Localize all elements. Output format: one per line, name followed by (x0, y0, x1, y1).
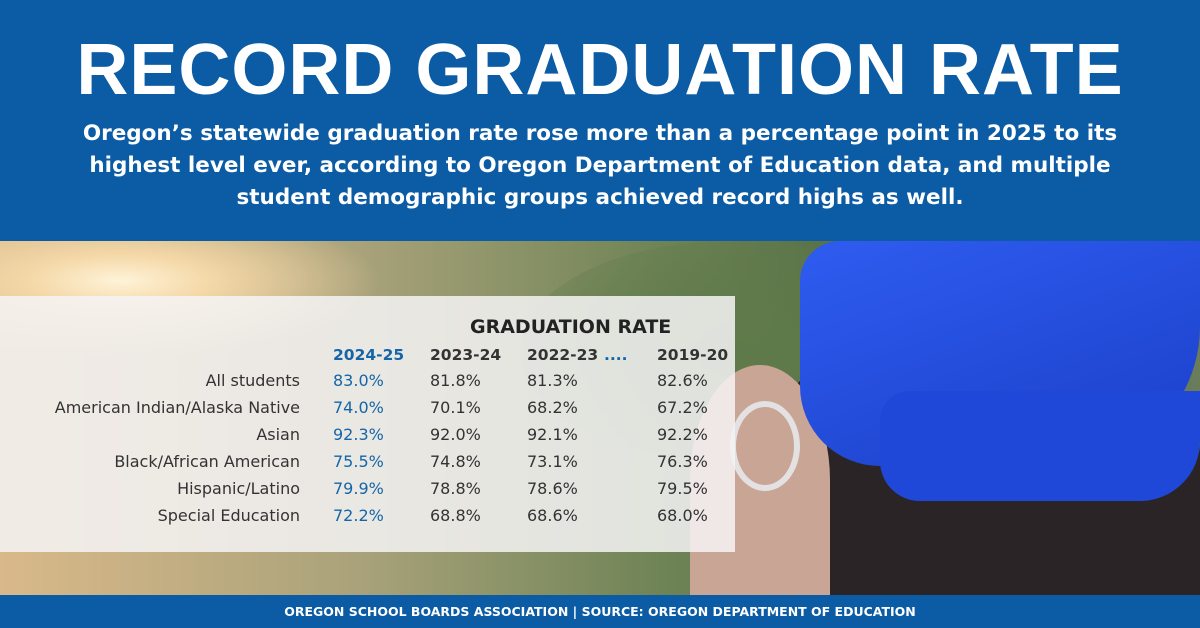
column-header: 2022-23 (527, 346, 599, 364)
table-cell: 68.2% (527, 398, 578, 417)
table-cell: 78.6% (527, 479, 578, 498)
table-cell: 78.8% (430, 479, 481, 498)
row-label: American Indian/Alaska Native (54, 398, 300, 417)
column-header: 2023-24 (430, 346, 502, 364)
footer-source: OREGON SCHOOL BOARDS ASSOCIATION | SOURC… (0, 595, 1200, 628)
glasses-shape (730, 401, 800, 491)
column-header: .... (604, 346, 628, 364)
table-cell: 79.9% (333, 479, 384, 498)
table-cell: 76.3% (657, 452, 708, 471)
table-cell: 79.5% (657, 479, 708, 498)
page-title: RECORD GRADUATION RATE (76, 30, 1124, 110)
column-header: 2019-20 (657, 346, 729, 364)
table-cell: 92.3% (333, 425, 384, 444)
column-header: 2024-25 (333, 346, 405, 364)
table-panel (0, 296, 735, 552)
table-cell: 92.2% (657, 425, 708, 444)
table-cell: 68.8% (430, 506, 481, 525)
table-cell: 81.3% (527, 371, 578, 390)
row-label: Black/African American (114, 452, 300, 471)
table-cell: 74.0% (333, 398, 384, 417)
table-cell: 68.0% (657, 506, 708, 525)
table-cell: 67.2% (657, 398, 708, 417)
header-banner: RECORD GRADUATION RATE Oregon’s statewid… (0, 0, 1200, 241)
table-cell: 68.6% (527, 506, 578, 525)
subtitle: Oregon’s statewide graduation rate rose … (82, 121, 1118, 210)
row-label: Hispanic/Latino (177, 479, 300, 498)
table-cell: 92.0% (430, 425, 481, 444)
table-cell: 75.5% (333, 452, 384, 471)
table-cell: 73.1% (527, 452, 578, 471)
table-cell: 72.2% (333, 506, 384, 525)
table-title: GRADUATION RATE (470, 316, 672, 338)
row-label: Asian (256, 425, 300, 444)
table-cell: 70.1% (430, 398, 481, 417)
table-cell: 92.1% (527, 425, 578, 444)
row-label: Special Education (157, 506, 300, 525)
row-label: All students (205, 371, 300, 390)
table-cell: 82.6% (657, 371, 708, 390)
cap-band (880, 391, 1200, 501)
table-cell: 81.8% (430, 371, 481, 390)
table-cell: 74.8% (430, 452, 481, 471)
table-cell: 83.0% (333, 371, 384, 390)
